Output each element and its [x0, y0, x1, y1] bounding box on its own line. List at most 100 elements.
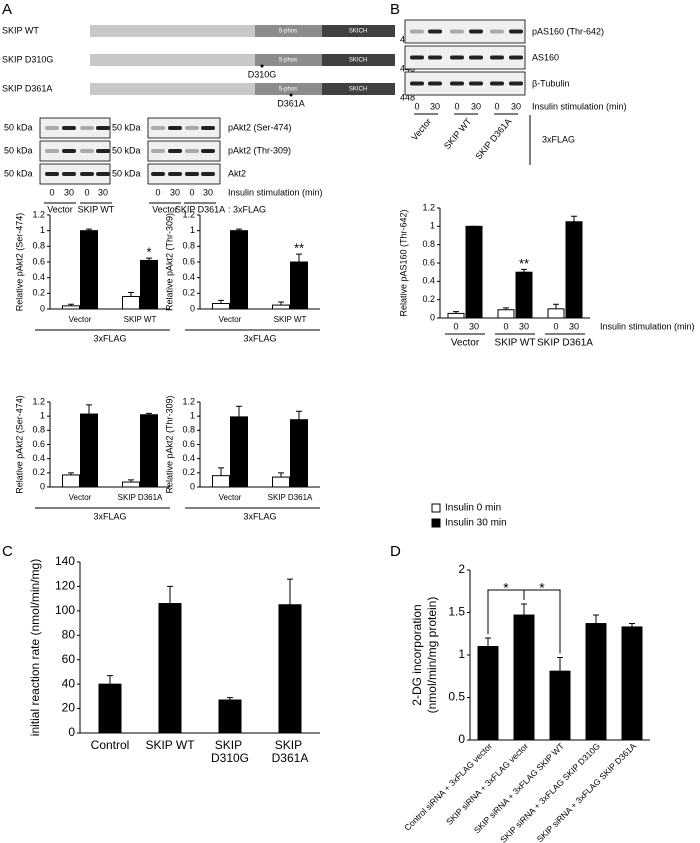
blot-band [151, 172, 165, 176]
bar [513, 614, 535, 741]
y-tick-label: 1.2 [422, 202, 435, 212]
lane-label: 0 [49, 187, 54, 197]
domain-skich [322, 83, 395, 95]
group-label: 3xFLAG [243, 511, 276, 521]
blot-band [96, 149, 110, 153]
panel-label: A [2, 1, 12, 18]
x-tick-label: Control [91, 738, 130, 752]
significance-mark: * [503, 580, 509, 596]
mutation-label: D361A [277, 98, 305, 108]
error-bar [278, 472, 284, 478]
y-tick-label: 0.2 [32, 467, 45, 477]
y-tick-label: 0.5 [448, 690, 465, 704]
x-tick-label: SKIP WT [124, 315, 157, 324]
error-bar [453, 311, 459, 314]
bar [218, 699, 242, 734]
error-bar [485, 637, 491, 647]
bar [80, 413, 98, 488]
blot-strip [404, 71, 526, 96]
error-bar [128, 479, 134, 483]
x-tick-label: SKIP WT [274, 315, 307, 324]
lane-title: Insulin stimulation (min) [532, 101, 627, 111]
y-axis-label: initial reaction rate (nmol/min/mg) [28, 559, 42, 736]
bar [230, 230, 248, 310]
group-label: 3xFLAG [93, 333, 126, 343]
error-bar [128, 292, 134, 297]
y-tick-label: 0 [40, 303, 45, 313]
panel-label: B [390, 1, 400, 18]
y-tick-label: 40 [62, 676, 76, 690]
blot-band [469, 29, 483, 34]
mutation-dot [260, 64, 264, 68]
x-axis-label: Insulin stimulation (min) [600, 321, 695, 331]
mutation-label: D310G [248, 69, 277, 79]
y-axis-label: 2-DG incorporation [410, 604, 424, 705]
size-marker: 50 kDa [112, 122, 141, 132]
blot-band [490, 81, 504, 86]
label-line: D361A [272, 751, 309, 765]
y-axis-label: Relative pAS160 (Thr-642) [398, 209, 408, 316]
bar [140, 259, 158, 310]
error-bar [218, 299, 224, 304]
blot-band [185, 172, 199, 176]
lane-label: 0 [494, 101, 499, 111]
blot-band [509, 81, 523, 86]
y-tick-label: 0.8 [32, 425, 45, 435]
y-tick-label: 0 [68, 725, 75, 739]
blot-band [410, 81, 424, 86]
lane-label: 30 [519, 321, 529, 331]
domain-skich [322, 54, 395, 66]
blot-band [201, 172, 215, 176]
size-marker: 50 kDa [112, 145, 141, 155]
segment-label: 5-phos [279, 29, 297, 35]
x-tick-label: SKIP WT [145, 738, 195, 752]
y-tick-label: 1 [190, 225, 195, 235]
domain-skich [322, 25, 395, 37]
y-tick-label: 0.2 [182, 288, 195, 298]
size-marker: 50 kDa [4, 122, 33, 132]
size-marker: 50 kDa [4, 168, 33, 178]
segment-label: SKICH [349, 29, 367, 35]
y-tick-label: 0 [40, 481, 45, 491]
y-tick-label: 0 [190, 481, 195, 491]
construct-name: SKIP WT [2, 25, 39, 35]
error-bar [557, 657, 563, 672]
lane-label: 0 [189, 187, 194, 197]
blot-row-label: pAS160 (Thr-642) [532, 26, 604, 36]
mutation-dot [289, 93, 293, 97]
y-axis-label: Relative pAkt2 (Thr-309) [164, 213, 174, 311]
bar [621, 626, 643, 741]
blot-row-label: β-Tubulin [532, 78, 569, 88]
lane-label: 30 [98, 187, 108, 197]
lane-label: 0 [503, 321, 508, 331]
group-label: 3xFLAG [93, 511, 126, 521]
y-tick-label: 0.6 [32, 256, 45, 266]
error-bar [107, 675, 113, 685]
bar [98, 683, 122, 734]
domain-bar [90, 54, 255, 66]
y-tick-label: 0.4 [32, 272, 45, 282]
y-tick-label: 20 [62, 701, 76, 715]
group-label: SKIP D361A [175, 204, 225, 214]
error-bar [503, 307, 509, 310]
lane-label: 30 [471, 101, 481, 111]
group-label: Vector [409, 116, 433, 142]
blot-band [469, 55, 483, 60]
segment-label: SKICH [349, 58, 367, 64]
y-tick-label: 80 [62, 627, 76, 641]
blot-strip [147, 163, 221, 185]
x-tick-label: Vector [219, 493, 242, 502]
blot-strip [147, 117, 221, 139]
bar [272, 476, 290, 488]
bar [585, 623, 607, 741]
x-tick-label: Vector [69, 315, 92, 324]
lane-label: 0 [453, 321, 458, 331]
blot-band [428, 55, 442, 60]
error-bar [236, 228, 242, 231]
error-bar [553, 303, 559, 309]
y-tick-label: 0.8 [182, 241, 195, 251]
error-bar [86, 404, 92, 415]
x-tick-label: SKIP D361A [268, 493, 313, 502]
lane-label: 0 [155, 187, 160, 197]
label-line: SKIP [215, 738, 245, 752]
